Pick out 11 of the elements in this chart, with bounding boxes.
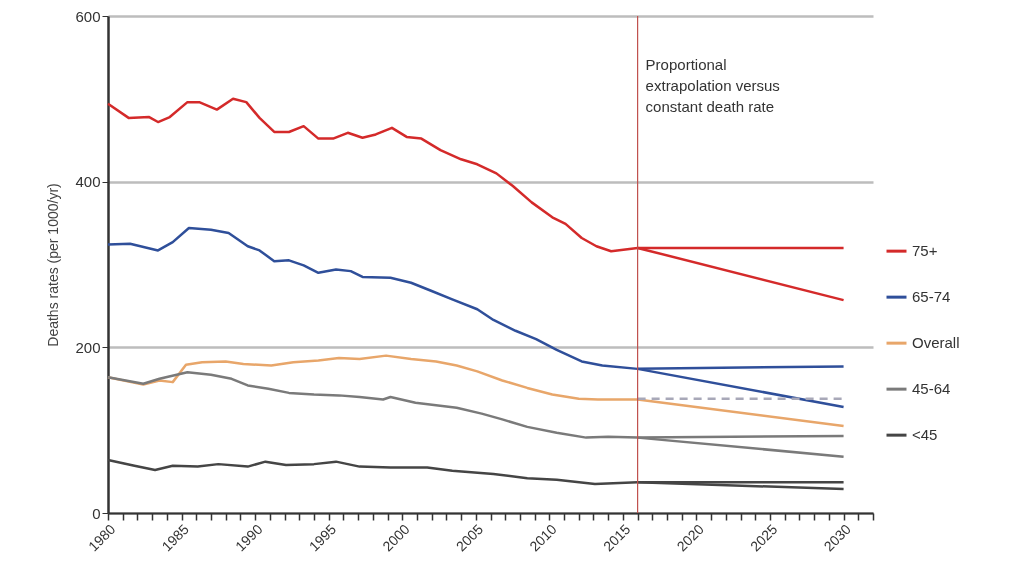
legend-label: Overall [912, 334, 960, 352]
legend-label: 65-74 [912, 288, 951, 306]
y-tick-label: 200 [75, 338, 101, 356]
legend-label: 45-64 [912, 380, 951, 398]
annotation: Proportional extrapolation versus constant death rate [645, 56, 780, 115]
legend-label: 75+ [912, 242, 938, 260]
legend-label: <45 [912, 426, 938, 444]
y-tick-label: 600 [75, 7, 101, 25]
y-tick-label: 400 [75, 173, 101, 191]
y-tick-label: 0 [92, 504, 101, 522]
y-axis-title: Deaths rates (per 1000/yr) [45, 183, 62, 347]
